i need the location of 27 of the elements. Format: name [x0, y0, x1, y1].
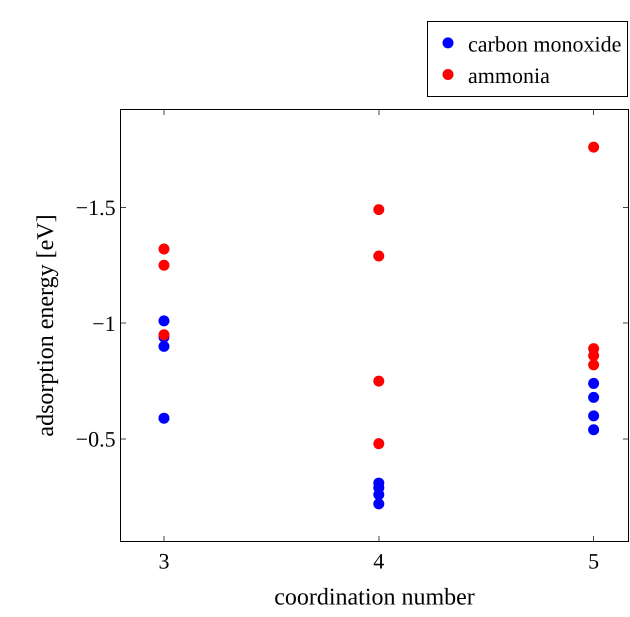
point	[588, 424, 600, 436]
point	[588, 142, 600, 153]
point	[588, 410, 600, 422]
point	[373, 498, 384, 510]
y-tick-label: −1.5	[76, 195, 116, 220]
point	[158, 329, 170, 340]
point	[373, 250, 384, 262]
point	[158, 260, 170, 271]
point	[373, 438, 384, 450]
x-tick-label: 3	[158, 548, 170, 574]
y-axis-title: adsorption energy [eV]	[32, 214, 59, 437]
y-tick-label: −1	[92, 310, 116, 336]
point	[373, 204, 384, 216]
legend-label: ammonia	[468, 63, 550, 88]
point	[588, 392, 600, 403]
x-tick-label: 5	[588, 548, 600, 574]
point	[588, 359, 600, 370]
x-axis-title: coordination number	[274, 584, 475, 611]
point	[158, 340, 170, 352]
point	[158, 244, 170, 255]
point	[588, 378, 600, 389]
point	[158, 315, 170, 326]
point	[158, 412, 170, 424]
legend-label: carbon monoxide	[468, 31, 622, 56]
x-tick-label: 4	[373, 548, 384, 574]
y-tick-label: −0.5	[76, 426, 116, 452]
point	[373, 376, 384, 387]
